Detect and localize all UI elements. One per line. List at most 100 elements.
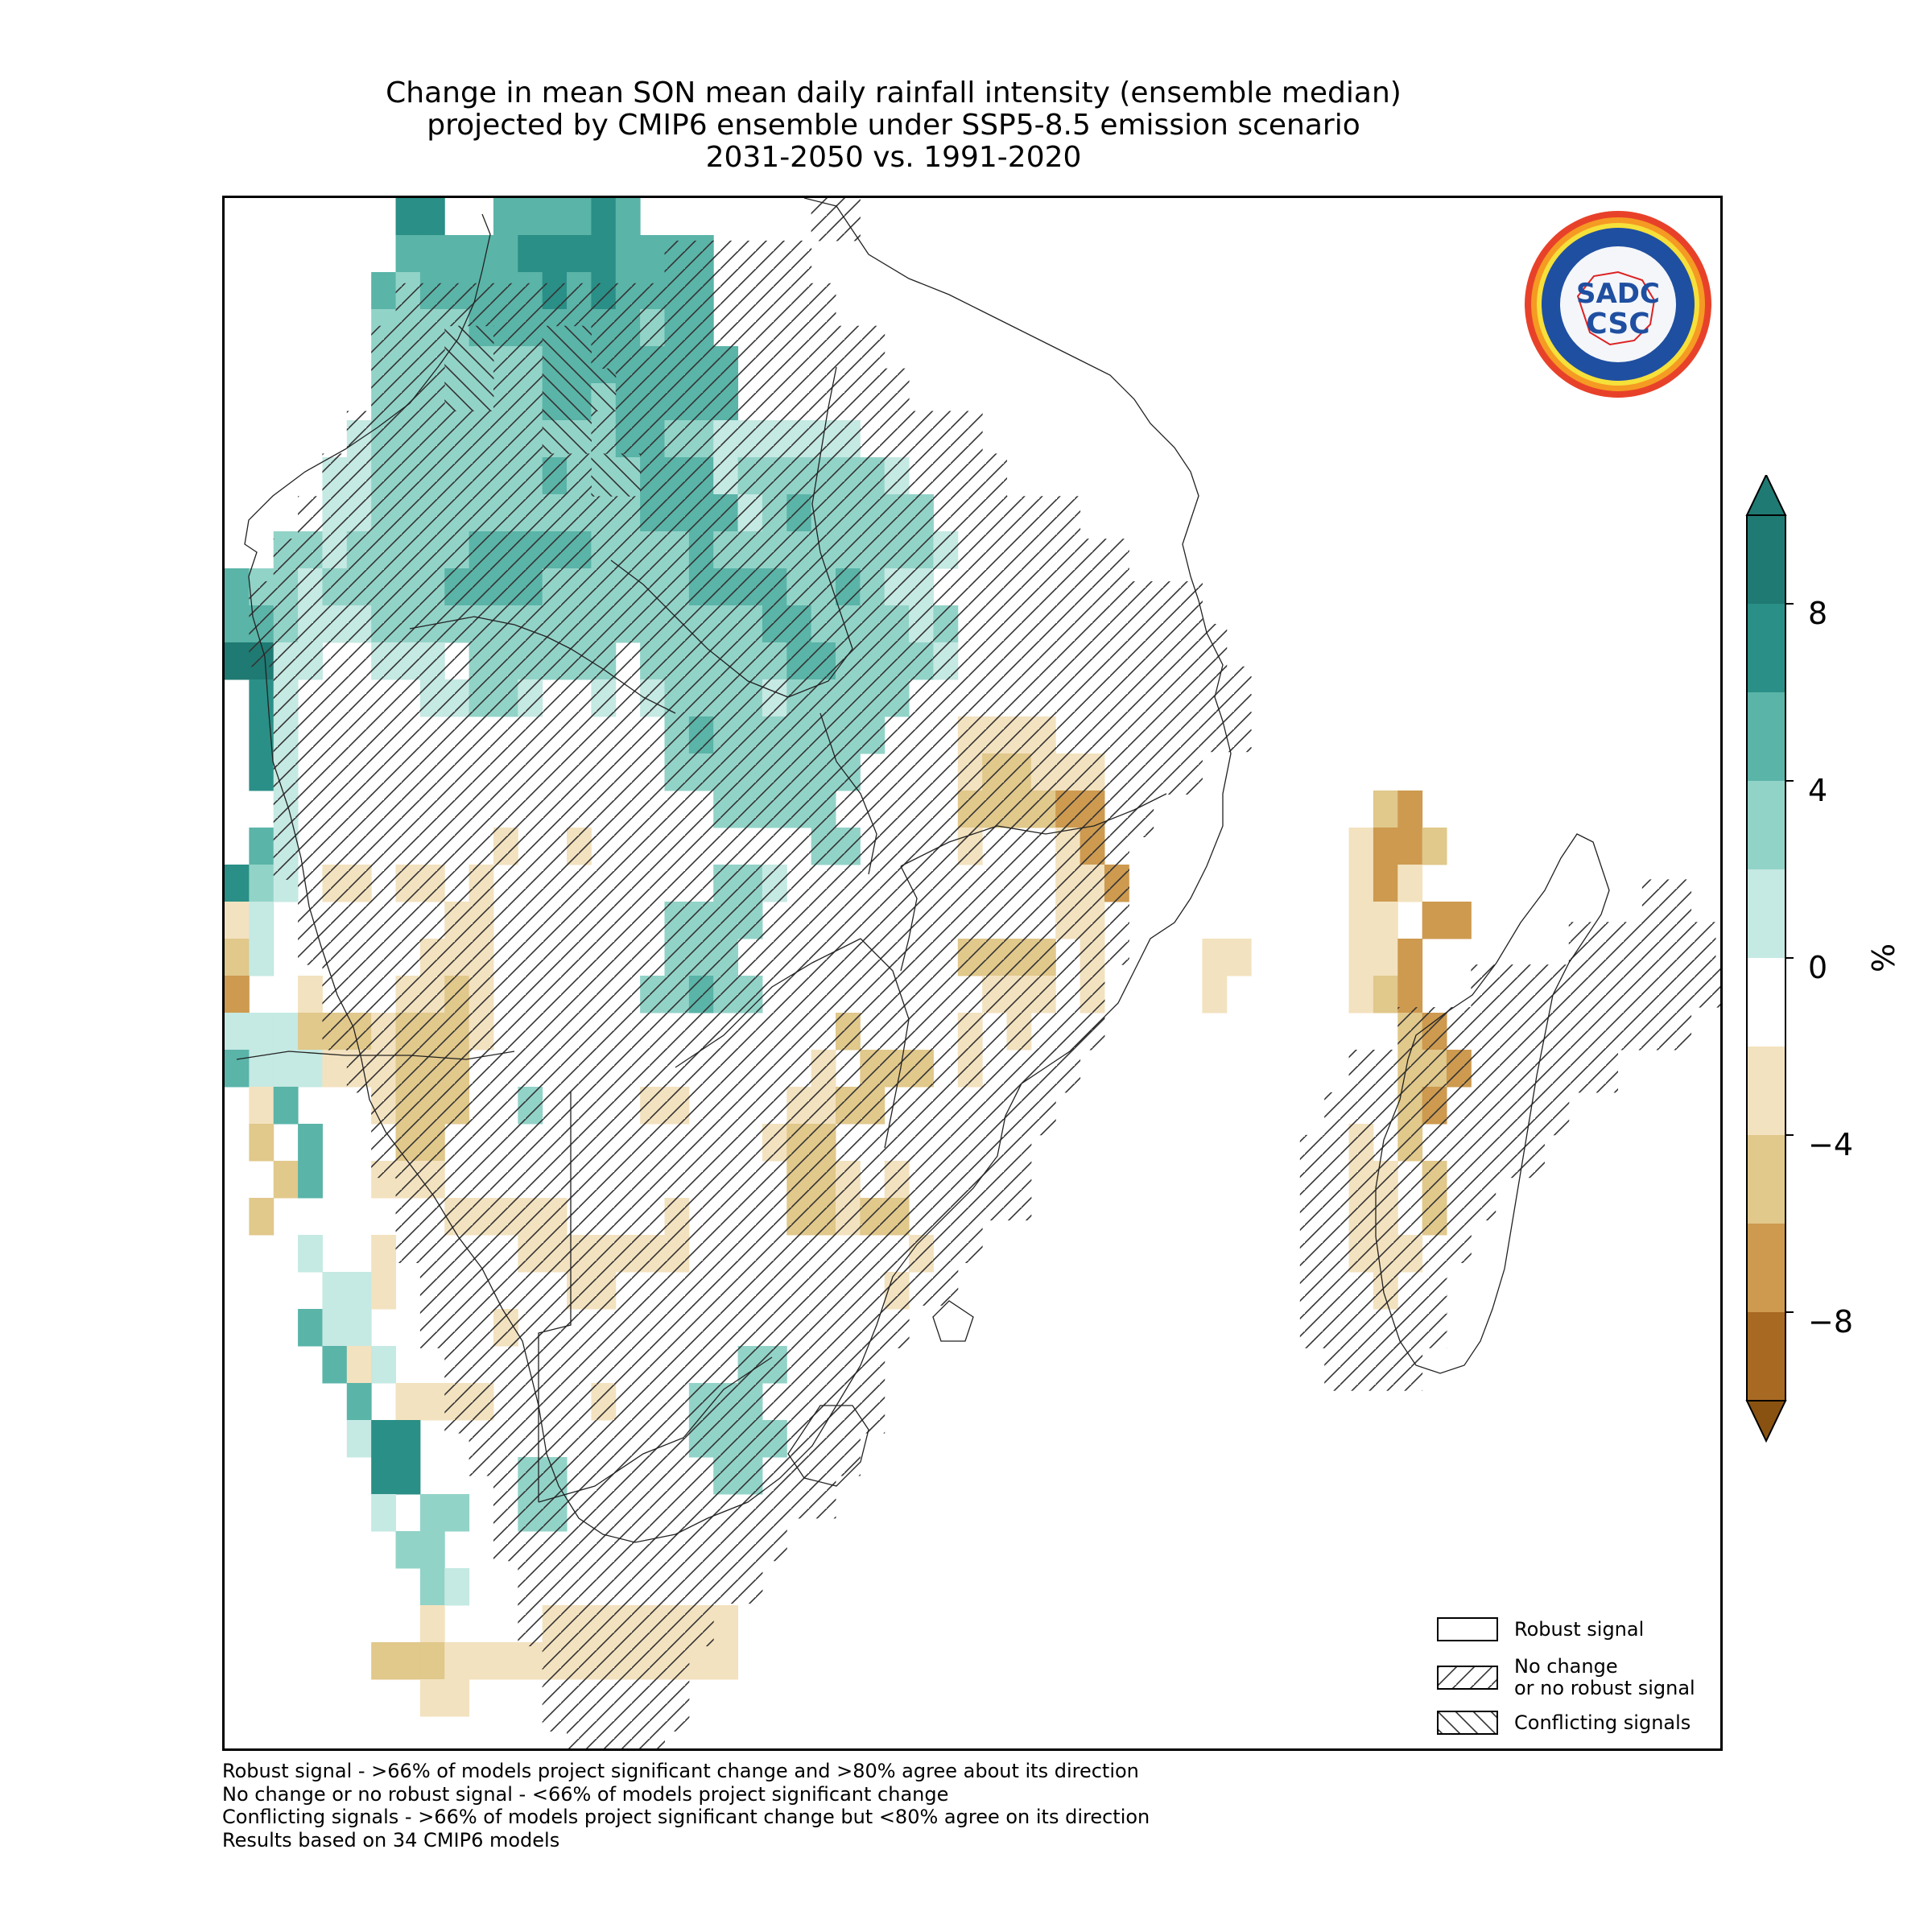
hatch-no-robust-cell bbox=[933, 964, 959, 1008]
hatch-no-robust-cell bbox=[957, 624, 983, 667]
hatch-no-robust-cell bbox=[811, 496, 836, 539]
hatch-no-robust-cell bbox=[811, 1348, 836, 1391]
border-zambia-zimbabwe bbox=[675, 938, 861, 1068]
hatch-no-robust-cell bbox=[1348, 1177, 1374, 1221]
hatch-no-robust-cell bbox=[298, 708, 323, 753]
hatch-no-robust-cell bbox=[371, 879, 397, 923]
hatch-no-robust-cell bbox=[1055, 496, 1081, 539]
hatch-no-robust-cell bbox=[640, 708, 665, 753]
hatch-no-robust-cell bbox=[713, 1262, 739, 1306]
hatch-no-robust-cell bbox=[346, 836, 372, 880]
hatch-no-robust-cell bbox=[518, 1603, 543, 1647]
hatch-no-robust-cell bbox=[1495, 1092, 1521, 1136]
hatch-no-robust-cell bbox=[1422, 1007, 1447, 1051]
hatch-no-robust-cell bbox=[737, 496, 763, 539]
grid-cell bbox=[567, 198, 592, 236]
grid-cell bbox=[249, 1013, 275, 1051]
hatch-no-robust-cell bbox=[836, 624, 861, 667]
hatch-no-robust-cell bbox=[1055, 581, 1081, 625]
hatch-no-robust-cell bbox=[713, 1092, 739, 1136]
hatch-no-robust-cell bbox=[567, 581, 592, 625]
hatch-no-robust-cell bbox=[786, 751, 812, 795]
hatch-no-robust-cell bbox=[737, 240, 763, 284]
hatch-no-robust-cell bbox=[713, 1348, 739, 1391]
hatch-no-robust-cell bbox=[1080, 666, 1105, 710]
grid-cell bbox=[615, 198, 641, 236]
hatch-no-robust-cell bbox=[786, 368, 812, 411]
hatch-no-robust-cell bbox=[1422, 1220, 1447, 1263]
hatch-no-robust-cell bbox=[811, 1050, 836, 1093]
hatch-no-robust-cell bbox=[542, 708, 568, 753]
hatch-no-robust-cell bbox=[737, 368, 763, 411]
hatch-no-robust-cell bbox=[371, 624, 397, 667]
hatch-no-robust-cell bbox=[615, 411, 641, 454]
hatch-no-robust-cell bbox=[713, 283, 739, 327]
hatch-no-robust-cell bbox=[444, 1220, 470, 1263]
hatch-no-robust-cell bbox=[737, 453, 763, 497]
hatch-no-robust-cell bbox=[860, 1050, 886, 1093]
hatch-no-robust-cell bbox=[444, 879, 470, 923]
hatch-no-robust-cell bbox=[786, 964, 812, 1008]
hatch-no-robust-cell bbox=[982, 539, 1008, 582]
grid-cell bbox=[469, 235, 494, 273]
hatch-no-robust-cell bbox=[542, 794, 568, 837]
hatch-no-robust-cell bbox=[909, 922, 934, 965]
hatch-no-robust-cell bbox=[567, 1476, 592, 1519]
hatch-no-robust-cell bbox=[322, 794, 348, 837]
hatch-no-robust-cell bbox=[933, 1050, 959, 1093]
legend-swatch-robust bbox=[1437, 1617, 1498, 1641]
hatch-no-robust-cell bbox=[298, 496, 323, 539]
hatch-no-robust-cell bbox=[493, 1305, 518, 1348]
hatch-no-robust-cell bbox=[860, 879, 886, 923]
hatch-no-robust-cell bbox=[664, 1560, 690, 1604]
hatch-conflicting-cell bbox=[444, 325, 470, 369]
hatch-no-robust-cell bbox=[737, 1177, 763, 1221]
hatch-no-robust-cell bbox=[713, 666, 739, 710]
hatch-no-robust-cell bbox=[346, 581, 372, 625]
hatch-no-robust-cell bbox=[1153, 708, 1179, 753]
hatch-no-robust-cell bbox=[1324, 1348, 1350, 1391]
hatch-no-robust-cell bbox=[909, 1177, 934, 1221]
grid-cell bbox=[395, 1642, 421, 1680]
hatch-no-robust-cell bbox=[493, 325, 518, 369]
hatch-no-robust-cell bbox=[1324, 1092, 1350, 1136]
hatch-no-robust-cell bbox=[419, 1134, 445, 1179]
hatch-no-robust-cell bbox=[298, 922, 323, 965]
hatch-no-robust-cell bbox=[1397, 1220, 1423, 1263]
chart-title: Change in mean SON mean daily rainfall i… bbox=[217, 77, 1570, 174]
hatch-no-robust-cell bbox=[615, 1305, 641, 1348]
hatch-no-robust-cell bbox=[493, 1092, 518, 1136]
hatch-no-robust-cell bbox=[664, 1517, 690, 1562]
hatch-no-robust-cell bbox=[615, 794, 641, 837]
hatch-no-robust-cell bbox=[371, 964, 397, 1008]
hatch-no-robust-cell bbox=[957, 964, 983, 1008]
hatch-no-robust-cell bbox=[1055, 666, 1081, 710]
border-drc-zambia bbox=[610, 559, 853, 698]
hatch-no-robust-cell bbox=[273, 751, 299, 795]
hatch-no-robust-cell bbox=[567, 1390, 592, 1434]
hatch-no-robust-cell bbox=[615, 1390, 641, 1434]
hatch-no-robust-cell bbox=[1447, 1092, 1472, 1136]
hatch-no-robust-cell bbox=[688, 708, 714, 753]
hatch-no-robust-cell bbox=[395, 581, 421, 625]
hatch-no-robust-cell bbox=[933, 411, 959, 454]
colorbar-segment bbox=[1747, 869, 1785, 958]
hatch-no-robust-cell bbox=[1080, 879, 1105, 923]
hatch-no-robust-cell bbox=[591, 283, 617, 327]
hatch-no-robust-cell bbox=[1373, 1050, 1398, 1093]
hatch-no-robust-cell bbox=[1104, 539, 1129, 582]
hatch-no-robust-cell bbox=[1178, 708, 1203, 753]
grid-cell bbox=[395, 198, 421, 236]
hatch-no-robust-cell bbox=[591, 1305, 617, 1348]
hatch-no-robust-cell bbox=[884, 708, 910, 753]
hatch-no-robust-cell bbox=[419, 1305, 445, 1348]
country-borders bbox=[236, 198, 1610, 1543]
border-angola-zambia bbox=[409, 616, 676, 714]
hatch-no-robust-cell bbox=[615, 1731, 641, 1748]
hatch-no-robust-cell bbox=[444, 453, 470, 497]
colorbar-segment bbox=[1747, 1046, 1785, 1135]
grid-cell bbox=[567, 235, 592, 273]
hatch-no-robust-cell bbox=[615, 1560, 641, 1604]
hatch-no-robust-cell bbox=[811, 539, 836, 582]
grid-cell bbox=[444, 235, 470, 273]
